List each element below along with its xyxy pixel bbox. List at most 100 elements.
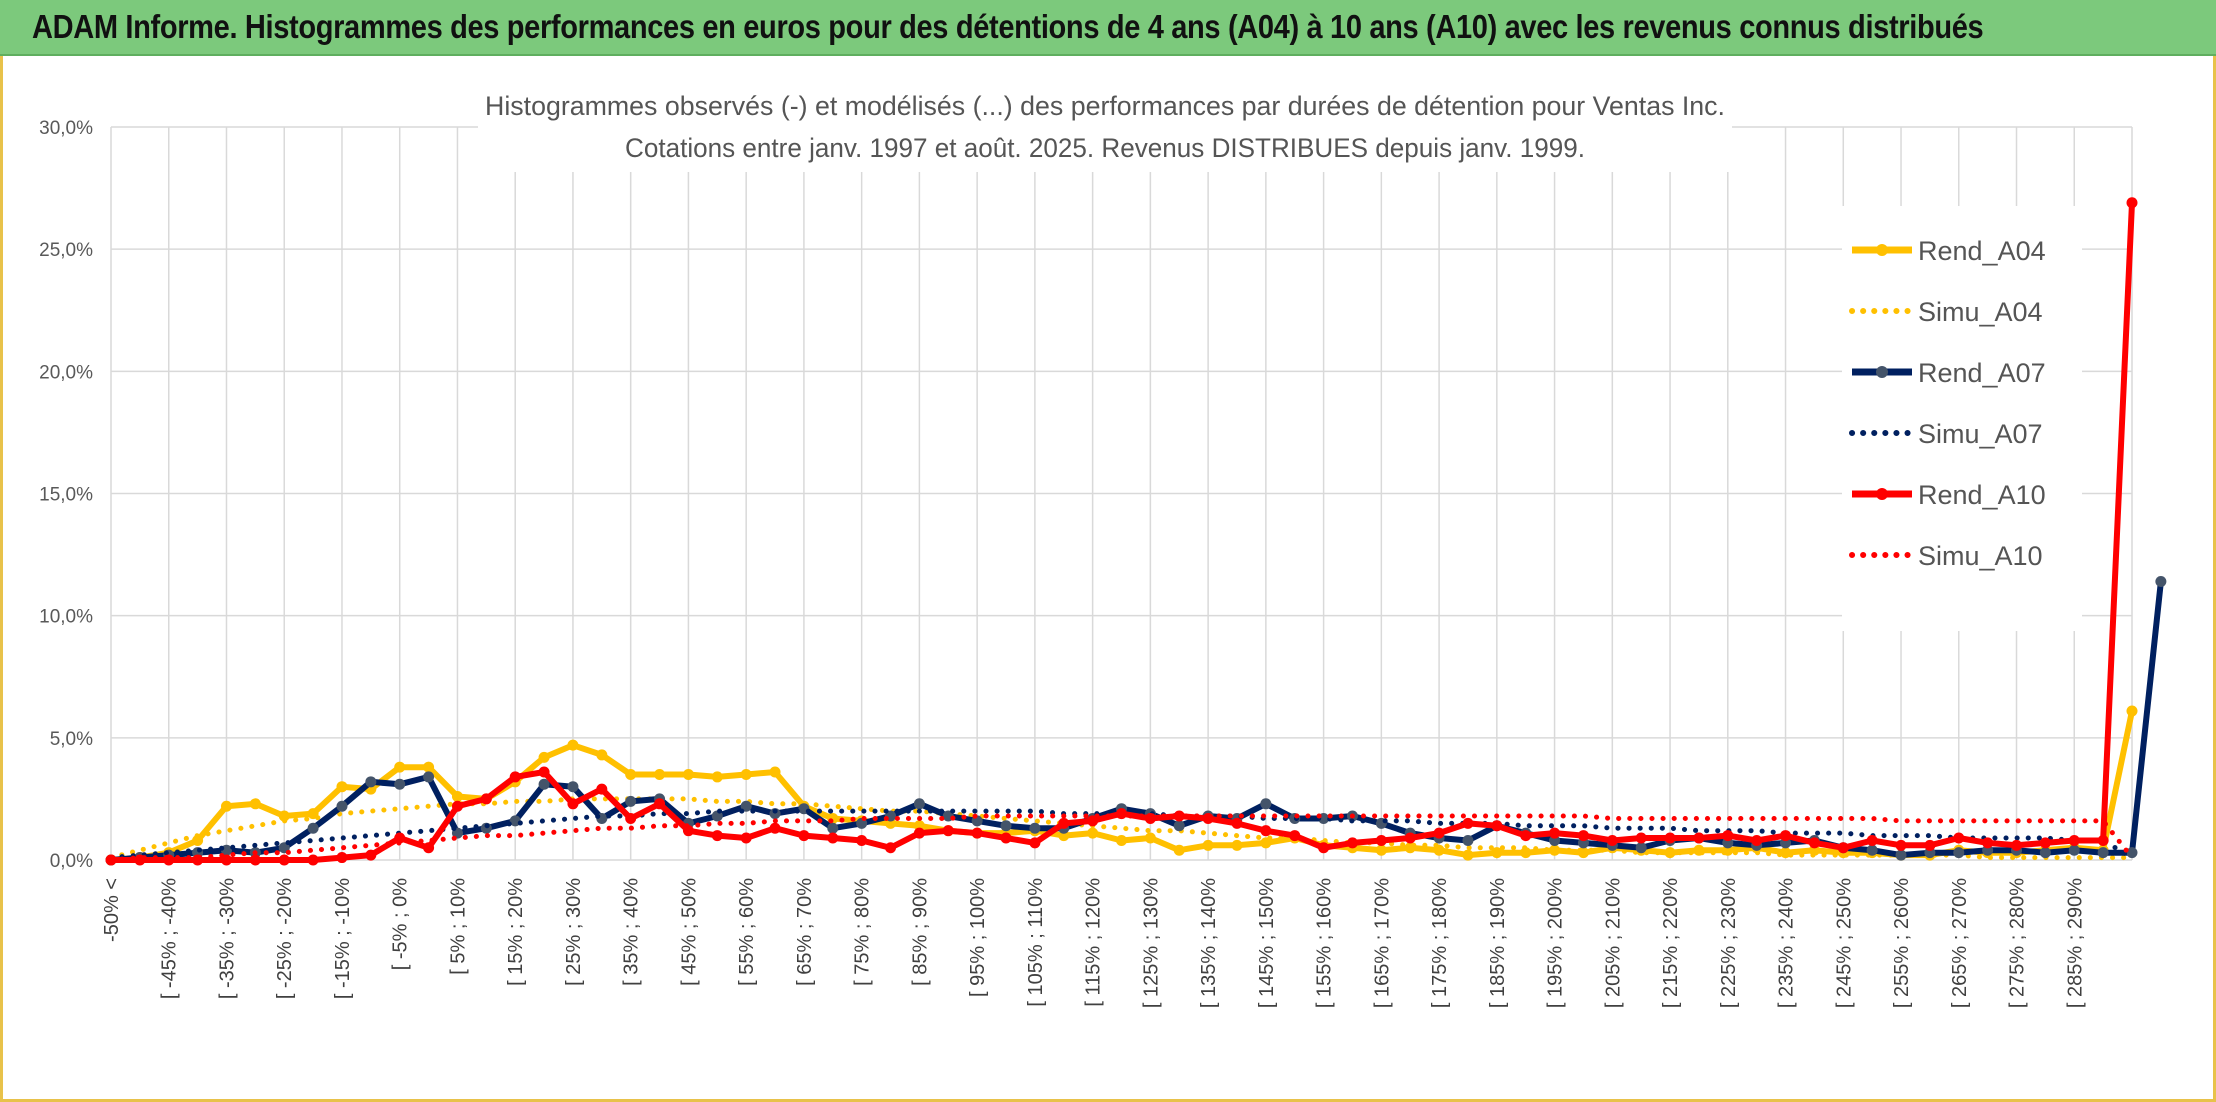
data-point-rend-a10 bbox=[1982, 837, 1994, 849]
data-point-rend-a10 bbox=[740, 832, 752, 844]
data-point-rend-a10 bbox=[971, 827, 983, 839]
data-point-rend-a04 bbox=[1116, 834, 1127, 846]
data-point-rend-a10 bbox=[1375, 834, 1387, 846]
legend-label: Rend_A10 bbox=[1918, 480, 2046, 510]
x-tick-label: [ 215% ; 220% bbox=[1660, 878, 1682, 1008]
data-point-rend-a04 bbox=[682, 768, 694, 780]
data-point-rend-a07 bbox=[1260, 798, 1272, 810]
data-point-rend-a10 bbox=[1346, 837, 1358, 849]
x-tick-label: [ 105% ; 110% bbox=[1025, 878, 1047, 1007]
data-point-rend-a10 bbox=[1924, 839, 1936, 851]
data-point-rend-a10 bbox=[1289, 830, 1301, 842]
legend-label: Rend_A04 bbox=[1918, 236, 2046, 266]
legend-marker bbox=[1876, 244, 1888, 256]
performance-histogram-chart: Histogrammes observés (-) et modélisés (… bbox=[39, 80, 2167, 1008]
data-point-rend-a04 bbox=[740, 768, 752, 780]
y-tick-label: 25,0% bbox=[39, 240, 93, 261]
data-point-rend-a10 bbox=[1808, 837, 1820, 849]
data-point-rend-a10 bbox=[827, 832, 839, 844]
data-point-rend-a10 bbox=[336, 852, 348, 864]
data-point-rend-a07 bbox=[1029, 822, 1041, 834]
data-point-rend-a10 bbox=[567, 798, 579, 810]
data-point-rend-a04 bbox=[711, 771, 723, 783]
x-tick-label: [ 65% ; 70% bbox=[794, 878, 816, 986]
data-point-rend-a10 bbox=[509, 771, 521, 783]
data-point-rend-a10 bbox=[1087, 815, 1099, 827]
x-tick-label: [ 125% ; 130% bbox=[1140, 878, 1162, 1008]
series-group bbox=[105, 197, 2167, 866]
chart-title: Histogrammes observés (-) et modélisés (… bbox=[478, 80, 1732, 172]
report-title: ADAM Informe. Histogrammes des performan… bbox=[32, 8, 1984, 45]
gridlines bbox=[110, 126, 2133, 861]
data-point-rend-a10 bbox=[1404, 832, 1416, 844]
data-point-rend-a04 bbox=[423, 761, 435, 773]
data-point-rend-a10 bbox=[307, 854, 319, 866]
data-point-rend-a07 bbox=[2126, 847, 2138, 859]
data-point-rend-a10 bbox=[1606, 834, 1618, 846]
data-point-rend-a07 bbox=[538, 778, 550, 790]
data-point-rend-a04 bbox=[769, 766, 781, 778]
data-point-rend-a07 bbox=[2155, 575, 2167, 587]
data-point-rend-a10 bbox=[1260, 825, 1272, 837]
data-point-rend-a10 bbox=[1635, 832, 1647, 844]
data-point-rend-a07 bbox=[2097, 847, 2109, 859]
data-point-rend-a07 bbox=[1635, 842, 1647, 854]
data-point-rend-a07 bbox=[2039, 847, 2051, 859]
data-point-rend-a10 bbox=[711, 830, 723, 842]
data-point-rend-a10 bbox=[654, 798, 666, 810]
data-point-rend-a07 bbox=[2068, 844, 2080, 856]
data-point-rend-a04 bbox=[654, 768, 666, 780]
data-point-rend-a10 bbox=[2068, 834, 2080, 846]
report-banner: ADAM Informe. Histogrammes des performan… bbox=[0, 0, 2216, 56]
legend-label: Simu_A10 bbox=[1918, 541, 2043, 571]
x-tick-label: [ 185% ; 190% bbox=[1487, 878, 1509, 1008]
x-tick-label: [ 45% ; 50% bbox=[678, 878, 700, 986]
data-point-rend-a07 bbox=[625, 795, 637, 807]
data-point-rend-a07 bbox=[1895, 849, 1907, 861]
x-tick-label: [ 285% ; 290% bbox=[2064, 878, 2086, 1008]
data-point-rend-a07 bbox=[394, 778, 406, 790]
x-tick-label: -50% < bbox=[101, 878, 123, 942]
data-point-rend-a10 bbox=[1000, 832, 1012, 844]
data-point-rend-a10 bbox=[278, 854, 290, 866]
x-tick-label: [ 35% ; 40% bbox=[621, 878, 643, 986]
data-point-rend-a10 bbox=[451, 800, 463, 812]
y-tick-label: 30,0% bbox=[39, 118, 93, 139]
x-tick-label: [ -5% ; 0% bbox=[390, 878, 412, 970]
legend-label: Simu_A07 bbox=[1918, 419, 2043, 449]
x-axis: -50% < [ -45% ; -40% [ -35% ; -30% [ -25% ;… bbox=[101, 878, 2086, 1008]
x-tick-label: [ 265% ; 270% bbox=[1949, 878, 1971, 1008]
data-point-rend-a04 bbox=[249, 798, 261, 810]
data-point-rend-a07 bbox=[307, 822, 319, 834]
legend: Rend_A04 Simu_A04 Rend_A07 Simu_A07 Rend_A10… bbox=[1842, 206, 2082, 631]
data-point-rend-a10 bbox=[1780, 830, 1792, 842]
data-point-rend-a04 bbox=[1549, 844, 1561, 856]
x-tick-label: [ -25% ; -20% bbox=[274, 878, 296, 999]
y-tick-label: 0,0% bbox=[50, 851, 93, 872]
data-point-rend-a10 bbox=[596, 783, 608, 795]
x-tick-label: [ 115% ; 120% bbox=[1083, 878, 1105, 1007]
chart-title-background bbox=[478, 80, 1732, 172]
x-tick-label: [ -35% ; -30% bbox=[216, 878, 238, 999]
data-point-rend-a04 bbox=[1173, 844, 1185, 856]
chart-title-line: Histogrammes observés (-) et modélisés (… bbox=[485, 91, 1725, 121]
data-point-rend-a04 bbox=[596, 749, 608, 761]
data-point-rend-a10 bbox=[1577, 830, 1589, 842]
y-tick-label: 20,0% bbox=[39, 362, 93, 383]
x-tick-label: [ 75% ; 80% bbox=[852, 878, 874, 986]
data-point-rend-a10 bbox=[1549, 827, 1561, 839]
x-tick-label: [ 25% ; 30% bbox=[563, 878, 585, 986]
data-point-rend-a04 bbox=[394, 761, 406, 773]
data-point-rend-a10 bbox=[1693, 832, 1705, 844]
data-point-rend-a04 bbox=[451, 790, 463, 802]
data-point-rend-a04 bbox=[1462, 849, 1474, 861]
x-tick-label: [ -45% ; -40% bbox=[159, 878, 181, 999]
y-axis: 0,0% 5,0% 10,0% 15,0% 20,0% 25,0% 30,0% bbox=[39, 118, 93, 872]
data-point-rend-a04 bbox=[1491, 847, 1503, 859]
data-point-rend-a07 bbox=[365, 776, 377, 788]
data-point-rend-a10 bbox=[1866, 834, 1878, 846]
data-point-rend-a10 bbox=[2126, 197, 2138, 209]
data-point-rend-a10 bbox=[2097, 834, 2109, 846]
x-tick-label: [ 55% ; 60% bbox=[736, 878, 758, 986]
data-point-rend-a10 bbox=[1895, 839, 1907, 851]
